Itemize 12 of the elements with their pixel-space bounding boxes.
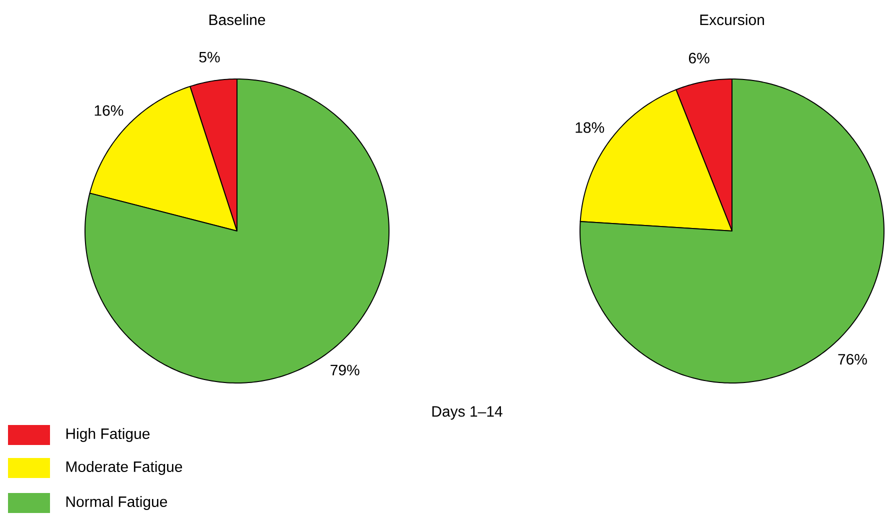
chart-title: Excursion xyxy=(700,14,764,26)
data-label: 5% xyxy=(199,52,220,62)
data-label: 18% xyxy=(576,122,604,133)
chart-title: Baseline xyxy=(209,14,266,26)
data-label: 79% xyxy=(330,364,360,376)
legend-label: High Fatigue xyxy=(66,428,150,442)
data-label: 16% xyxy=(94,105,124,116)
data-label: 6% xyxy=(688,52,710,64)
legend-label: Normal Fatigue xyxy=(66,496,168,510)
legend-label: Moderate Fatigue xyxy=(66,461,182,475)
data-label: 76% xyxy=(838,354,867,365)
text: Days 1–14 xyxy=(432,406,502,420)
